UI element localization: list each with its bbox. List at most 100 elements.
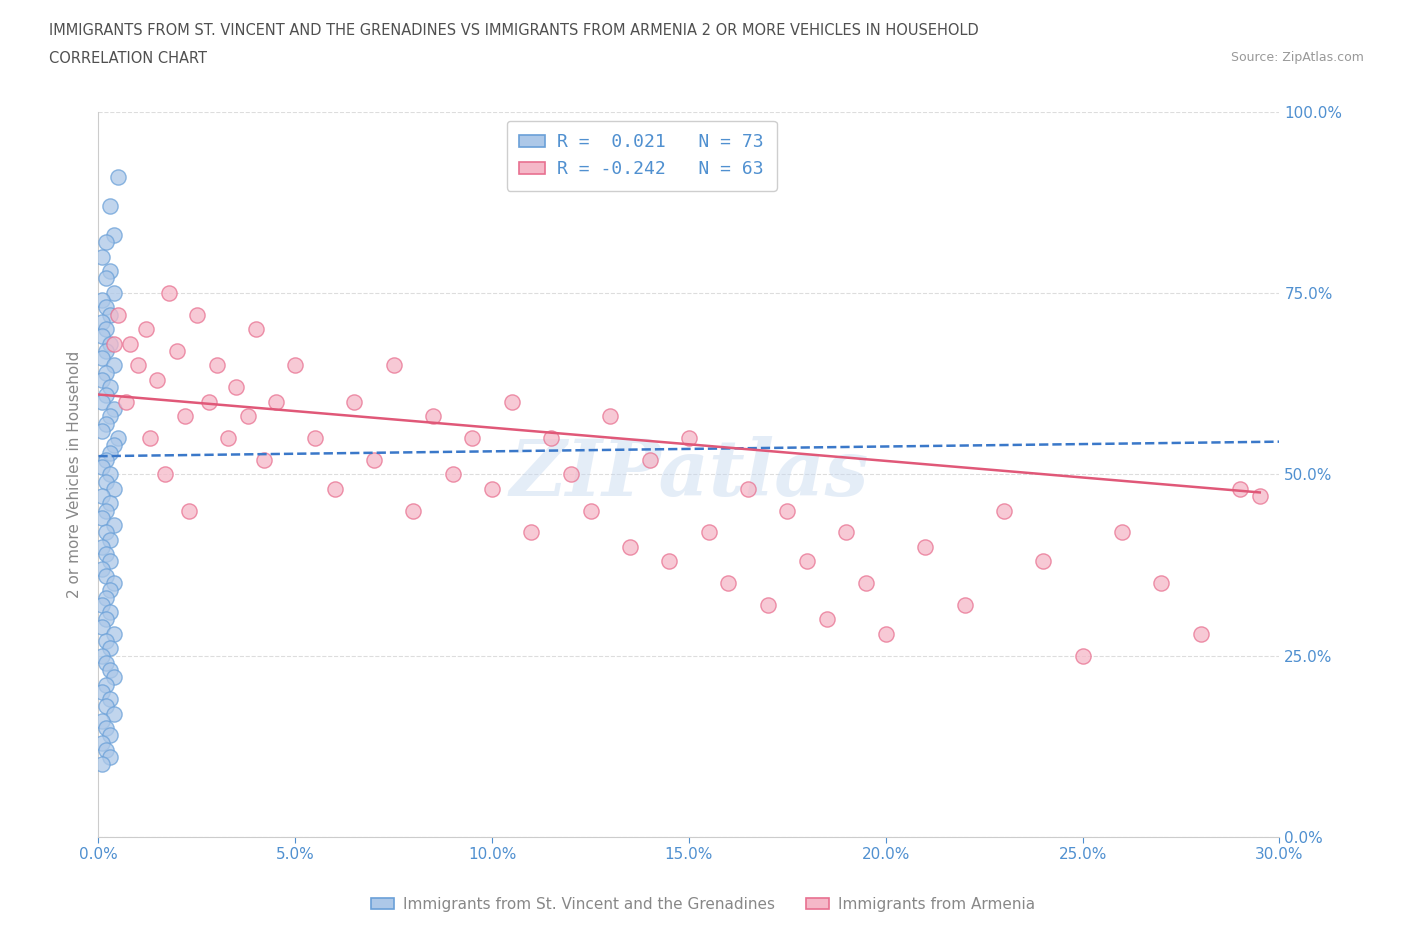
Point: [98, 467, 121, 482]
Y-axis label: 2 or more Vehicles in Household: 2 or more Vehicles in Household: [67, 351, 83, 598]
Point: [560, 467, 582, 482]
Point: [103, 337, 125, 352]
Point: [1071, 648, 1094, 663]
Point: [96, 387, 118, 402]
Point: [638, 452, 661, 467]
Point: [737, 482, 759, 497]
Point: [96, 591, 118, 605]
Point: [91, 736, 114, 751]
Point: [993, 503, 1015, 518]
Point: [91, 394, 114, 409]
Point: [91, 373, 114, 388]
Point: [174, 409, 197, 424]
Point: [875, 627, 897, 642]
Point: [253, 452, 276, 467]
Point: [186, 307, 208, 322]
Point: [658, 554, 681, 569]
Point: [103, 518, 125, 533]
Point: [91, 539, 114, 554]
Point: [98, 307, 121, 322]
Text: Source: ZipAtlas.com: Source: ZipAtlas.com: [1230, 51, 1364, 64]
Point: [96, 322, 118, 337]
Point: [96, 656, 118, 671]
Point: [91, 423, 114, 438]
Point: [815, 612, 838, 627]
Point: [855, 576, 877, 591]
Point: [96, 677, 118, 692]
Point: [217, 431, 239, 445]
Point: [98, 337, 121, 352]
Point: [323, 482, 346, 497]
Point: [91, 459, 114, 474]
Point: [103, 438, 125, 453]
Point: [96, 633, 118, 648]
Point: [284, 358, 307, 373]
Point: [796, 554, 818, 569]
Point: [96, 416, 118, 431]
Point: [103, 627, 125, 642]
Point: [96, 474, 118, 489]
Point: [103, 402, 125, 417]
Point: [98, 692, 121, 707]
Point: [91, 314, 114, 329]
Point: [96, 612, 118, 627]
Point: [91, 684, 114, 699]
Point: [481, 482, 503, 497]
Point: [98, 264, 121, 279]
Point: [1150, 576, 1173, 591]
Point: [678, 431, 700, 445]
Point: [96, 742, 118, 757]
Point: [91, 713, 114, 728]
Point: [127, 358, 149, 373]
Point: [1111, 525, 1133, 539]
Point: [236, 409, 259, 424]
Point: [103, 670, 125, 684]
Point: [91, 293, 114, 308]
Point: [98, 409, 121, 424]
Point: [579, 503, 602, 518]
Point: [96, 343, 118, 358]
Point: [697, 525, 720, 539]
Point: [98, 750, 121, 764]
Point: [146, 373, 169, 388]
Point: [520, 525, 543, 539]
Point: [98, 445, 121, 460]
Point: [776, 503, 799, 518]
Point: [363, 452, 385, 467]
Point: [245, 322, 267, 337]
Point: [599, 409, 621, 424]
Point: [157, 286, 180, 300]
Point: [205, 358, 228, 373]
Point: [1032, 554, 1054, 569]
Point: [91, 351, 114, 365]
Point: [91, 511, 114, 525]
Point: [96, 547, 118, 562]
Point: [166, 343, 188, 358]
Point: [96, 271, 118, 286]
Point: [135, 322, 157, 337]
Point: [756, 597, 779, 612]
Point: [103, 706, 125, 721]
Point: [103, 228, 125, 243]
Point: [103, 576, 125, 591]
Point: [91, 757, 114, 772]
Text: IMMIGRANTS FROM ST. VINCENT AND THE GRENADINES VS IMMIGRANTS FROM ARMENIA 2 OR M: IMMIGRANTS FROM ST. VINCENT AND THE GREN…: [49, 23, 979, 38]
Point: [103, 286, 125, 300]
Text: ZIPatlas: ZIPatlas: [509, 436, 869, 512]
Point: [107, 169, 129, 184]
Point: [91, 597, 114, 612]
Point: [91, 249, 114, 264]
Point: [91, 561, 114, 576]
Point: [138, 431, 160, 445]
Point: [98, 496, 121, 511]
Point: [91, 488, 114, 503]
Point: [98, 641, 121, 656]
Point: [91, 329, 114, 344]
Point: [115, 394, 138, 409]
Legend: R =  0.021   N = 73, R = -0.242   N = 63: R = 0.021 N = 73, R = -0.242 N = 63: [506, 121, 776, 191]
Point: [96, 525, 118, 539]
Point: [402, 503, 425, 518]
Point: [422, 409, 444, 424]
Text: CORRELATION CHART: CORRELATION CHART: [49, 51, 207, 66]
Point: [264, 394, 287, 409]
